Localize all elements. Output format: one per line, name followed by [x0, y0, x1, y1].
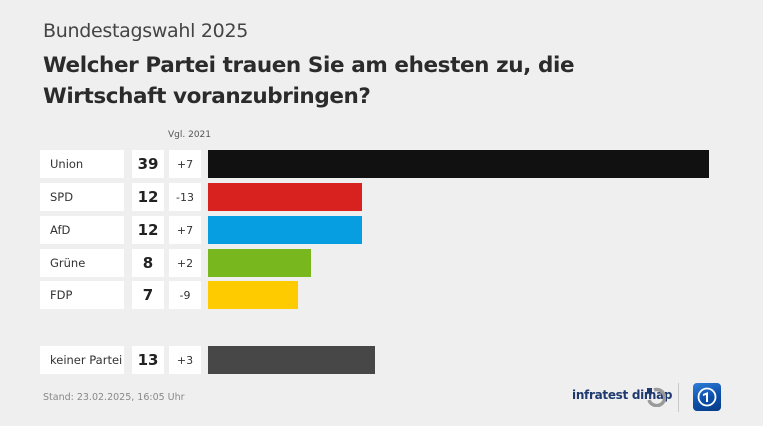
bar-change-label: -13 [169, 183, 201, 211]
bar-category-label: Union [40, 150, 124, 178]
bar-category-label: AfD [40, 216, 124, 244]
tagesschau-logo-icon [693, 383, 721, 411]
bar-category-label: Grüne [40, 249, 124, 277]
stand-timestamp: Stand: 23.02.2025, 16:05 Uhr [43, 392, 185, 403]
bar [208, 150, 709, 178]
bar-value-label: 8 [132, 249, 164, 277]
bar-category-label: SPD [40, 183, 124, 211]
bar [208, 216, 362, 244]
chart-title: Welcher Partei trauen Sie am ehesten zu,… [43, 53, 575, 109]
bar-change-label: +7 [169, 216, 201, 244]
bar-value-label: 12 [132, 216, 164, 244]
bar-change-label: +7 [169, 150, 201, 178]
compare-label: Vgl. 2021 [168, 130, 211, 140]
footer-divider [678, 383, 679, 412]
bar-category-label: FDP [40, 281, 124, 309]
bar-value-label: 13 [132, 346, 164, 374]
bar [208, 249, 311, 277]
bar-change-label: +2 [169, 249, 201, 277]
bar-category-label: keiner Partei [40, 346, 124, 374]
bar-value-label: 12 [132, 183, 164, 211]
bar-change-label: -9 [169, 281, 201, 309]
bar-value-label: 7 [132, 281, 164, 309]
bar [208, 346, 375, 374]
bar [208, 281, 298, 309]
chart-subtitle: Bundestagswahl 2025 [43, 20, 249, 42]
bar [208, 183, 362, 211]
infratest-dimap-logo-icon [647, 387, 666, 407]
bar-change-label: +3 [169, 346, 201, 374]
bar-value-label: 39 [132, 150, 164, 178]
